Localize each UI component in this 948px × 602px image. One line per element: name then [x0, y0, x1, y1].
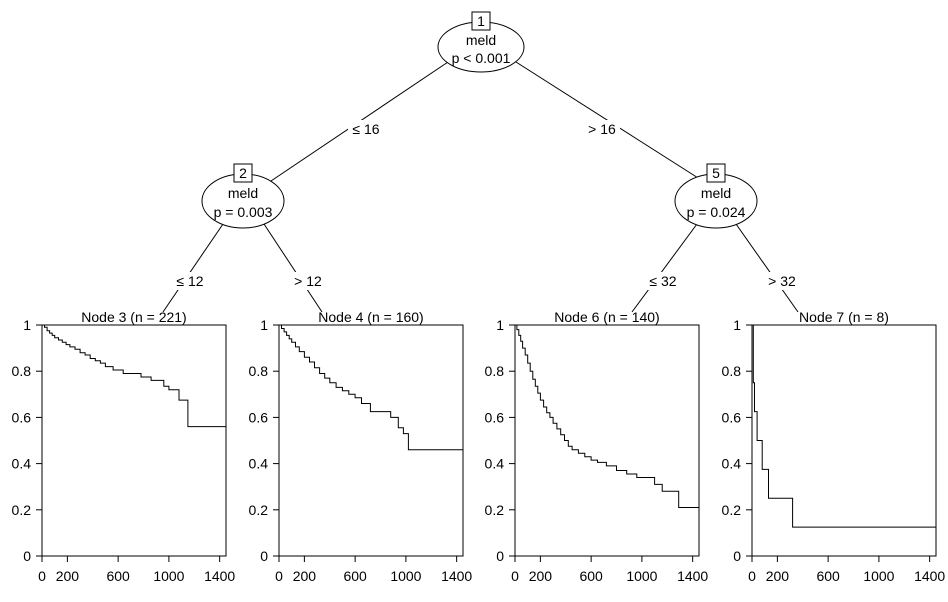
y-tick-label: 0.4: [249, 456, 269, 472]
node-pvalue: p < 0.001: [452, 50, 511, 66]
edge-label-bg: [172, 272, 208, 290]
panel-frame: [41, 324, 227, 557]
edge-label-5-6: ≤ 32: [649, 273, 676, 289]
node-id: 1: [477, 13, 485, 29]
y-tick-label: 0.6: [249, 409, 269, 425]
x-tick-label: 1000: [863, 568, 894, 584]
inner-node-5: 5 meld p = 0.024: [674, 163, 758, 229]
x-tick-label: 200: [56, 568, 80, 584]
edge-label-2-3: ≤ 12: [176, 273, 203, 289]
y-tick-label: 0: [496, 548, 504, 564]
x-tick-label: 600: [579, 568, 603, 584]
y-tick-label: 1: [496, 317, 504, 333]
y-tick-label: 0.4: [485, 456, 505, 472]
y-tick-label: 0.8: [485, 363, 505, 379]
km-panel-4: Node 7 (n = 8) 0 0.2 0.4 0.6 0.8 1 0 200 600 1000 1…: [722, 309, 946, 584]
y-tick-label: 0: [23, 548, 31, 564]
y-tick-label: 1: [23, 317, 31, 333]
y-tick-label: 0: [733, 548, 741, 564]
panel-title: Node 3 (n = 221): [81, 309, 186, 325]
panel-title: Node 4 (n = 160): [318, 309, 423, 325]
y-tick-label: 0.2: [249, 502, 269, 518]
panel-frame: [278, 324, 464, 557]
y-tick-label: 0: [260, 548, 268, 564]
y-tick-label: 0.4: [722, 456, 742, 472]
edge-label-bg: [348, 120, 384, 138]
x-tick-label: 600: [343, 568, 367, 584]
y-tick-label: 0.8: [12, 363, 32, 379]
node-id-box: [471, 11, 491, 31]
survival-curve: [515, 324, 699, 508]
panel-title: Node 6 (n = 140): [554, 309, 659, 325]
x-tick-label: 1000: [626, 568, 657, 584]
edge-label-5-7: > 32: [768, 273, 796, 289]
node-id-box: [706, 163, 726, 183]
x-tick-label: 600: [816, 568, 840, 584]
edge-label-bg: [584, 120, 620, 138]
node-variable: meld: [228, 185, 258, 201]
panel-frame: [751, 324, 937, 557]
x-tick-label: 600: [106, 568, 130, 584]
edge-line-5-7: [735, 223, 799, 313]
node-id: 2: [239, 165, 247, 181]
y-tick-label: 0.6: [485, 409, 505, 425]
edge-line-2-4: [263, 223, 323, 313]
x-tick-label: 1400: [914, 568, 945, 584]
y-tick-label: 1: [260, 317, 268, 333]
edge-label-2-4: > 12: [294, 273, 322, 289]
y-tick-label: 0.8: [722, 363, 742, 379]
panel-title: Node 7 (n = 8): [799, 309, 889, 325]
node-id-box: [233, 163, 253, 183]
y-tick-label: 0.6: [722, 409, 742, 425]
y-tick-label: 1: [733, 317, 741, 333]
x-tick-label: 1000: [153, 568, 184, 584]
x-tick-label: 0: [38, 568, 46, 584]
node-id: 5: [712, 165, 720, 181]
km-panel-2: Node 4 (n = 160) 0 0.2 0.4 0.6 0.8 1 0 200 600 100…: [249, 309, 473, 584]
edge-line-5-6: [631, 223, 698, 313]
terminal-node-panels: Node 3 (n = 221)00.20.40.60.810 200 600 100…: [12, 309, 946, 584]
x-tick-label: 200: [766, 568, 790, 584]
y-tick-label: 0.2: [12, 502, 32, 518]
panel-frame: [514, 324, 700, 557]
x-tick-label: 0: [511, 568, 519, 584]
x-tick-label: 200: [293, 568, 317, 584]
y-tick-label: 0.6: [12, 409, 32, 425]
x-tick-label: 0: [275, 568, 283, 584]
edge-label-bg: [764, 272, 800, 290]
y-tick-label: 0.8: [249, 363, 269, 379]
x-tick-label: 200: [529, 568, 553, 584]
y-tick-label: 0.4: [12, 456, 32, 472]
x-tick-label: 1400: [677, 568, 708, 584]
survival-curve: [42, 324, 226, 428]
y-tick-label: 0.2: [485, 502, 505, 518]
inner-node-1: 1 meld p < 0.001: [437, 11, 525, 73]
edge-label-bg: [645, 272, 681, 290]
edge-label-1-2: ≤ 16: [352, 121, 379, 137]
x-tick-label: 0: [748, 568, 756, 584]
x-tick-label: 1000: [390, 568, 421, 584]
inner-node-2: 2 meld p = 0.003: [201, 163, 285, 229]
x-tick-label: 1400: [204, 568, 235, 584]
node-pvalue: p = 0.024: [687, 204, 746, 220]
survival-curve: [752, 324, 936, 528]
km-panel-3: Node 6 (n = 140) 0 0.2 0.4 0.6 0.8 1 0 200 600 100…: [485, 309, 709, 584]
edge-line-2-3: [162, 223, 224, 313]
node-variable: meld: [701, 185, 731, 201]
y-tick-label: 0.2: [722, 502, 742, 518]
x-tick-label: 1400: [441, 568, 472, 584]
node-variable: meld: [466, 32, 496, 48]
edge-label-1-5: > 16: [588, 121, 616, 137]
survival-curve: [279, 324, 463, 451]
edge-label-bg: [290, 272, 326, 290]
node-pvalue: p = 0.003: [214, 204, 273, 220]
km-panel-1: Node 3 (n = 221) 0 0.2 0.4 0.6 0.8 1 0 200 600 100…: [12, 309, 236, 584]
